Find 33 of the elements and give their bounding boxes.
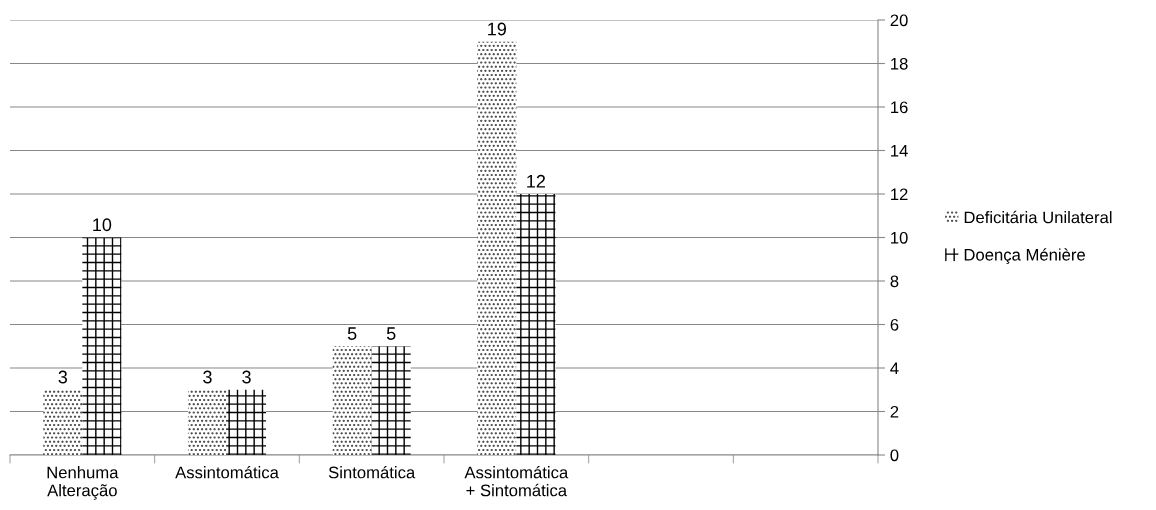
bar xyxy=(477,41,517,455)
legend-label: Deficitária Unilateral xyxy=(964,210,1112,224)
data-label: 12 xyxy=(527,174,545,188)
bar xyxy=(332,346,372,455)
legend-label: Doença Ménière xyxy=(964,248,1085,265)
y-tick-label: 14 xyxy=(891,145,908,157)
x-tick-label: Nenhuma Alteração xyxy=(47,466,119,500)
x-tick-label: Assintomática xyxy=(175,465,279,479)
y-tick-label: 6 xyxy=(890,318,899,331)
bar xyxy=(227,389,267,455)
data-label: 3 xyxy=(58,370,68,384)
bar xyxy=(516,194,556,455)
y-tick-label: 4 xyxy=(890,362,899,375)
bar xyxy=(371,346,411,455)
bar xyxy=(82,237,122,455)
y-tick-label: 16 xyxy=(891,101,908,114)
data-label: 5 xyxy=(386,327,396,340)
data-label: 19 xyxy=(488,22,506,36)
x-tick-label: Sintomática xyxy=(328,465,416,479)
y-tick-label: 8 xyxy=(890,275,899,288)
bar xyxy=(43,389,83,455)
data-label: 5 xyxy=(347,327,357,340)
data-label: 10 xyxy=(93,218,112,232)
y-tick-label: 18 xyxy=(891,57,908,70)
y-tick-label: 0 xyxy=(890,449,899,462)
y-tick-label: 2 xyxy=(890,405,899,418)
data-label: 3 xyxy=(242,370,251,384)
y-tick-label: 10 xyxy=(891,231,908,244)
bar xyxy=(187,389,227,455)
y-tick-label: 12 xyxy=(891,188,908,201)
data-label: 3 xyxy=(203,370,212,384)
x-tick-label: Assintomática + Sintomática xyxy=(464,465,569,497)
y-tick-label: 20 xyxy=(890,14,908,27)
